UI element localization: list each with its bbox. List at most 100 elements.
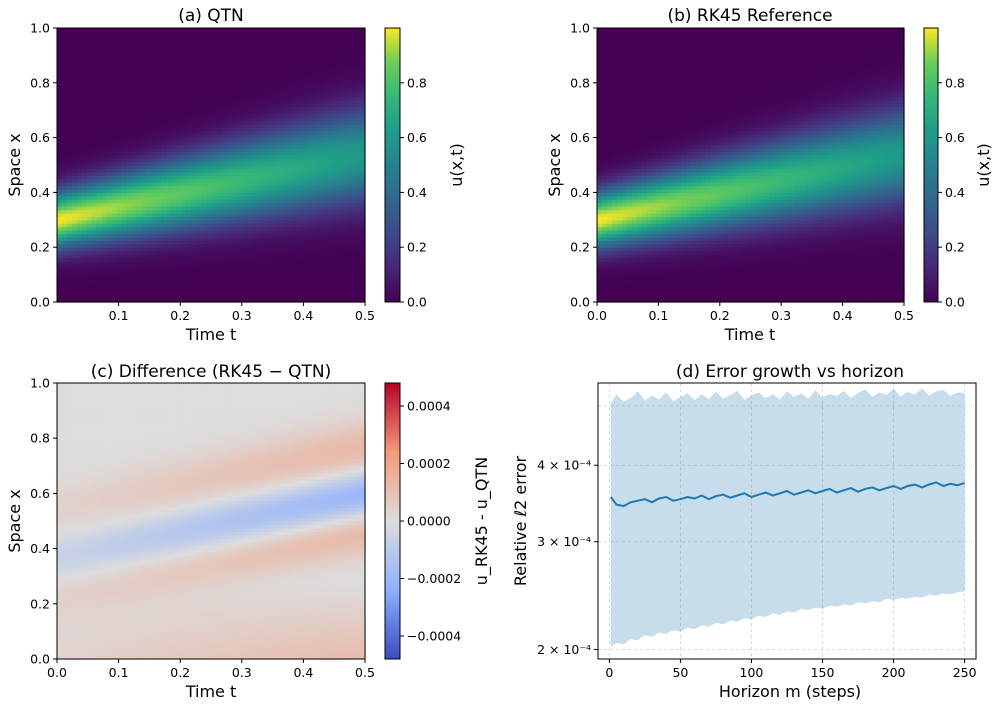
- heatmap-cell: [166, 264, 172, 269]
- heatmap-cell: [146, 264, 152, 269]
- heatmap-cell: [330, 202, 336, 207]
- heatmap-cell: [325, 103, 331, 108]
- heatmap-cell: [71, 199, 78, 204]
- heatmap-cell: [285, 58, 292, 63]
- panel-a-colorbar-frame: [384, 27, 401, 303]
- heatmap-cell: [176, 267, 182, 272]
- heatmap-cell: [245, 212, 252, 217]
- heatmap-cell: [201, 34, 207, 39]
- heatmap-cell: [91, 267, 98, 272]
- heatmap-cell: [235, 106, 242, 111]
- heatmap-cell: [186, 147, 192, 152]
- heatmap-cell: [57, 195, 63, 200]
- heatmap-cell: [225, 134, 232, 139]
- heatmap-cell: [225, 38, 232, 43]
- heatmap-cell: [345, 65, 351, 70]
- heatmap-cell: [106, 147, 113, 152]
- heatmap-cell: [245, 99, 252, 104]
- heatmap-cell: [280, 154, 287, 159]
- heatmap-cell: [310, 199, 316, 204]
- heatmap-cell: [340, 96, 346, 101]
- heatmap-cell: [156, 298, 162, 303]
- heatmap-cell: [250, 223, 257, 228]
- heatmap-cell: [106, 219, 113, 224]
- heatmap-cell: [260, 48, 267, 53]
- heatmap-cell: [151, 134, 157, 139]
- heatmap-cell: [355, 202, 361, 207]
- heatmap-cell: [136, 31, 143, 36]
- heatmap-cell: [116, 158, 123, 163]
- heatmap-cell: [111, 171, 118, 176]
- heatmap-cell: [305, 31, 311, 36]
- heatmap-cell: [171, 264, 177, 269]
- heatmap-cell: [156, 264, 162, 269]
- heatmap-cell: [61, 278, 68, 283]
- heatmap-cell: [345, 185, 351, 190]
- heatmap-cell: [350, 274, 356, 279]
- heatmap-cell: [186, 48, 192, 53]
- heatmap-cell: [86, 212, 93, 217]
- heatmap-cell: [66, 113, 73, 118]
- heatmap-cell: [196, 278, 202, 283]
- heatmap-cell: [116, 226, 123, 231]
- heatmap-cell: [215, 271, 222, 276]
- heatmap-cell: [111, 243, 118, 248]
- heatmap-cell: [116, 212, 123, 217]
- heatmap-cell: [360, 93, 366, 98]
- heatmap-cell: [211, 260, 217, 265]
- heatmap-cell: [191, 175, 197, 180]
- heatmap-cell: [300, 165, 306, 170]
- heatmap-cell: [330, 113, 336, 118]
- heatmap-cell: [176, 89, 182, 94]
- heatmap-cell: [186, 281, 192, 286]
- heatmap-cell: [285, 38, 292, 43]
- heatmap-cell: [76, 212, 83, 217]
- heatmap-cell: [196, 178, 202, 183]
- heatmap-cell: [121, 212, 128, 217]
- heatmap-cell: [176, 281, 182, 286]
- heatmap-cell: [260, 151, 267, 156]
- heatmap-cell: [201, 171, 207, 176]
- heatmap-cell: [101, 127, 108, 132]
- heatmap-cell: [295, 278, 302, 283]
- heatmap-cell: [250, 134, 257, 139]
- heatmap-cell: [57, 93, 63, 98]
- heatmap-cell: [360, 34, 366, 39]
- heatmap-cell: [265, 288, 272, 293]
- heatmap-cell: [181, 113, 187, 118]
- heatmap-cell: [230, 144, 237, 149]
- heatmap-cell: [166, 230, 172, 235]
- heatmap-cell: [121, 298, 128, 303]
- heatmap-cell: [325, 264, 331, 269]
- heatmap-cell: [330, 127, 336, 132]
- heatmap-cell: [225, 130, 232, 135]
- heatmap-cell: [181, 202, 187, 207]
- heatmap-cell: [270, 271, 277, 276]
- heatmap-cell: [146, 28, 152, 33]
- heatmap-cell: [345, 168, 351, 173]
- heatmap-cell: [126, 65, 133, 70]
- heatmap-cell: [350, 103, 356, 108]
- heatmap-cell: [121, 168, 128, 173]
- heatmap-cell: [71, 185, 78, 190]
- heatmap-cell: [310, 151, 316, 156]
- heatmap-cell: [310, 120, 316, 125]
- heatmap-cell: [230, 31, 237, 36]
- heatmap-cell: [57, 247, 63, 252]
- heatmap-cell: [295, 141, 302, 146]
- heatmap-cell: [260, 206, 267, 211]
- heatmap-cell: [315, 295, 321, 300]
- heatmap-cell: [111, 51, 118, 56]
- heatmap-cell: [245, 247, 252, 252]
- heatmap-cell: [335, 209, 341, 214]
- heatmap-cell: [176, 137, 182, 142]
- heatmap-cell: [61, 55, 68, 60]
- heatmap-cell: [225, 185, 232, 190]
- heatmap-cell: [355, 254, 361, 259]
- heatmap-cell: [235, 48, 242, 53]
- heatmap-cell: [310, 123, 316, 128]
- heatmap-cell: [310, 209, 316, 214]
- heatmap-cell: [275, 236, 282, 241]
- heatmap-cell: [91, 96, 98, 101]
- heatmap-cell: [355, 154, 361, 159]
